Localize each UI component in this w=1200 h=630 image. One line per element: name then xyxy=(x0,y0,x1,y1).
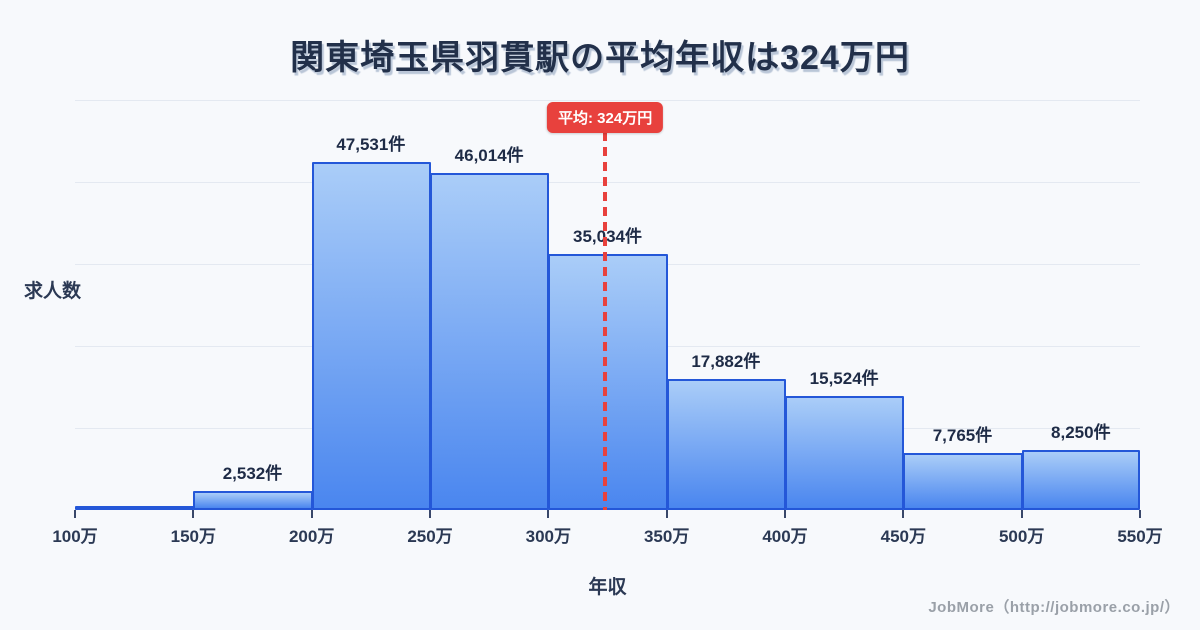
footer-credit: JobMore（http://jobmore.co.jp/） xyxy=(928,599,1180,616)
x-axis-tick xyxy=(192,510,195,518)
x-axis-tick-label: 200万 xyxy=(288,527,335,546)
bar-value-label: 2,532件 xyxy=(222,464,283,483)
x-axis-tick xyxy=(429,510,431,518)
bar xyxy=(1021,450,1140,510)
plot-area: 平均: 324万円 2,532件 47,531件 46,014件 35,034件 17,… xyxy=(52,100,1163,546)
gridline xyxy=(75,182,1140,183)
x-axis-tick-label: 550万 xyxy=(1117,527,1163,546)
x-axis-tick-label: 300万 xyxy=(525,527,572,546)
x-axis-tick-label: 450万 xyxy=(880,527,927,546)
x-axis-label: 年収 xyxy=(588,577,627,598)
bar xyxy=(903,453,1023,510)
bar-value-label: 7,765件 xyxy=(932,426,993,445)
bar-value-label: 46,014件 xyxy=(454,146,524,165)
x-axis-tick-label: 400万 xyxy=(762,527,808,546)
gridline xyxy=(75,100,1140,101)
x-axis-tick-label: 500万 xyxy=(998,527,1045,546)
bar xyxy=(785,396,905,510)
y-axis-label: 求人数 xyxy=(24,281,82,302)
page-title: 関東埼玉県羽貫駅の平均年収は324万円 xyxy=(290,39,910,77)
x-axis-tick-label: 150万 xyxy=(170,527,217,546)
x-axis-tick xyxy=(547,510,550,518)
x-axis-tick-label: 350万 xyxy=(643,527,690,546)
bar-value-label: 15,524件 xyxy=(809,369,879,388)
x-axis-tick xyxy=(74,510,76,518)
bar xyxy=(75,506,195,510)
average-dashed-line xyxy=(603,132,608,510)
bar xyxy=(666,379,786,510)
x-axis-tick xyxy=(310,510,313,518)
x-axis-tick xyxy=(784,510,786,518)
x-axis-tick-label: 250万 xyxy=(407,527,453,546)
bar xyxy=(430,173,550,510)
average-badge: 平均: 324万円 xyxy=(547,102,664,133)
bar-value-label: 47,531件 xyxy=(336,135,406,154)
bar xyxy=(548,254,668,510)
bar xyxy=(311,162,431,510)
bar-value-label: 17,882件 xyxy=(691,352,761,371)
bar-value-label: 8,250件 xyxy=(1051,423,1111,442)
x-axis-tick xyxy=(665,510,668,518)
x-axis-tick xyxy=(902,510,905,518)
x-axis-tick xyxy=(1139,510,1141,518)
x-axis-tick xyxy=(1020,510,1023,518)
bar-value-label: 35,034件 xyxy=(573,227,642,246)
bar xyxy=(193,491,313,510)
x-axis-tick-label: 100万 xyxy=(52,527,98,546)
